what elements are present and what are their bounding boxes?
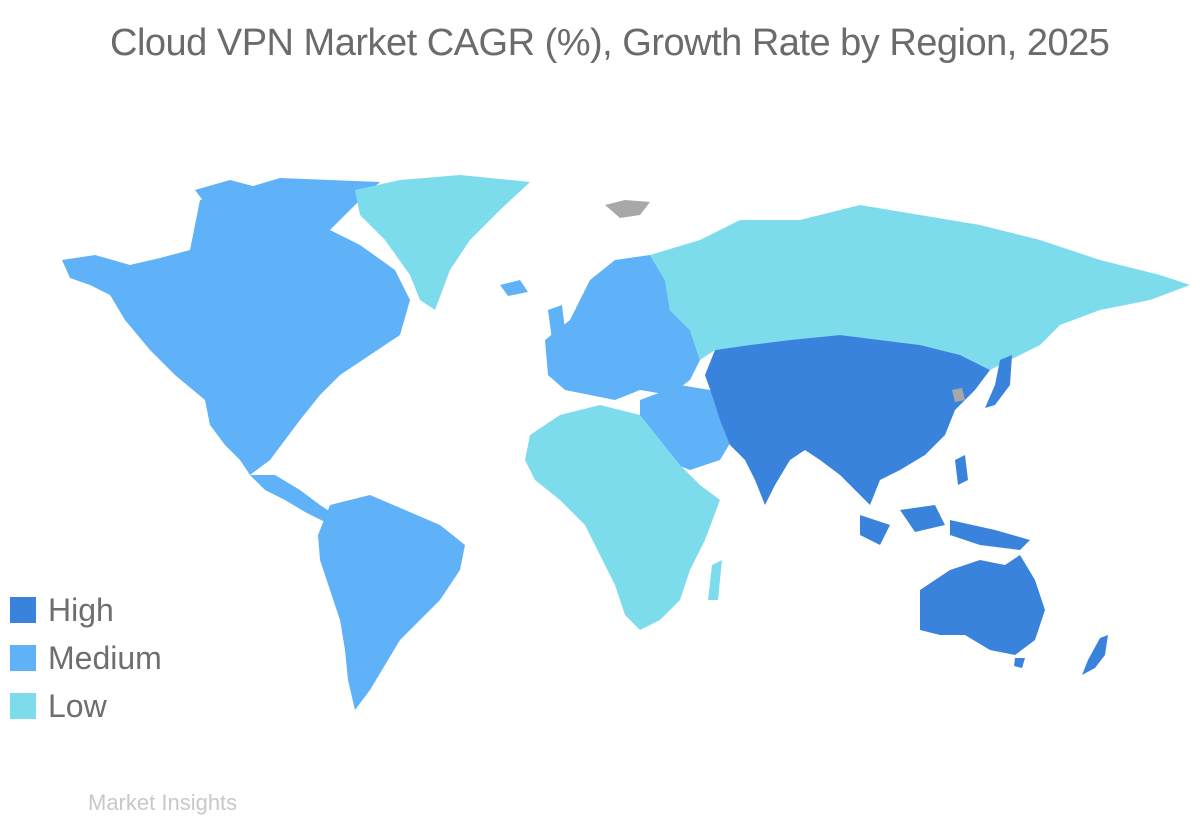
region-tasmania (1014, 658, 1025, 668)
region-africa (525, 405, 720, 630)
region-australia (920, 555, 1045, 655)
region-central-america (250, 475, 335, 522)
legend-swatch-medium (10, 645, 36, 671)
map-legend: High Medium Low (10, 586, 162, 730)
legend-label-low: Low (48, 687, 107, 724)
region-svalbard-no-data (605, 200, 650, 218)
world-choropleth-map (62, 175, 1190, 710)
region-southeast-asia-islands (860, 455, 1030, 550)
legend-item-medium: Medium (10, 634, 162, 682)
legend-label-medium: Medium (48, 639, 162, 676)
region-iceland (500, 280, 528, 296)
map-title: Cloud VPN Market CAGR (%), Growth Rate b… (110, 22, 1110, 64)
legend-swatch-low (10, 693, 36, 719)
region-north-korea-no-data (952, 388, 965, 402)
region-russia (650, 205, 1190, 370)
region-uk (548, 305, 565, 340)
region-europe (545, 255, 700, 400)
legend-swatch-high (10, 597, 36, 623)
legend-label-high: High (48, 591, 114, 628)
legend-item-high: High (10, 586, 162, 634)
region-canada-islands (195, 180, 320, 230)
region-greenland (355, 175, 530, 310)
footer-source-text: Market Insights (88, 790, 238, 815)
region-madagascar (708, 560, 722, 600)
region-north-america (62, 178, 410, 475)
legend-item-low: Low (10, 682, 162, 730)
region-asia (705, 335, 990, 505)
region-japan (985, 355, 1012, 408)
region-south-america (318, 495, 465, 710)
region-new-zealand (1082, 635, 1108, 675)
